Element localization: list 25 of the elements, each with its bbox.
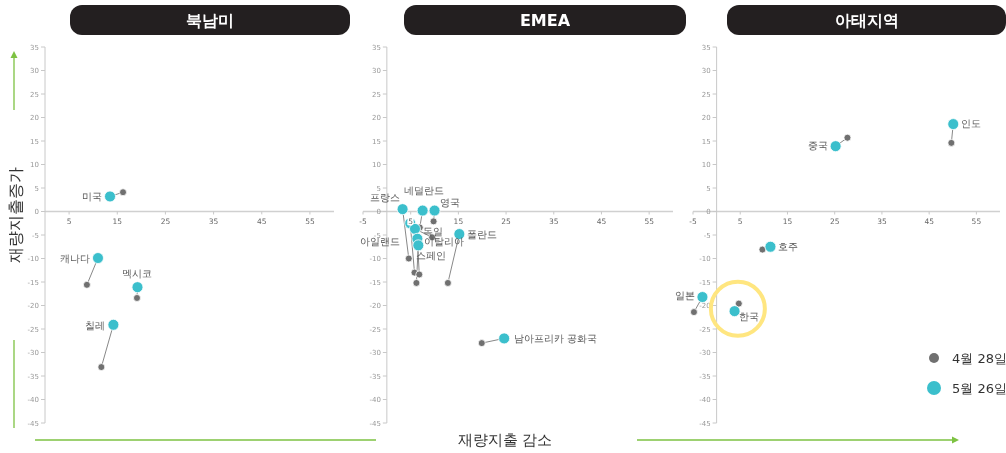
annotation: 일본 bbox=[675, 290, 696, 302]
legend-label: 4월 28일 bbox=[952, 351, 1006, 366]
annotation: 캐나다 bbox=[59, 253, 90, 265]
annotation: 스페인 bbox=[416, 250, 447, 262]
chart-title: 아태지역 bbox=[834, 11, 899, 30]
x-axis-title: 재량지출 감소 bbox=[457, 431, 553, 449]
annotation: 네덜란드 bbox=[403, 184, 444, 196]
annotation: 멕시코 bbox=[122, 268, 153, 280]
chart-title: EMEA bbox=[519, 11, 571, 30]
legend-label: 5월 26일 bbox=[952, 381, 1006, 396]
y-axis-title: 재량지출증가 bbox=[6, 167, 25, 263]
annotation: 아일랜드 bbox=[360, 236, 401, 248]
annotation: 독일 bbox=[422, 225, 443, 237]
annotation: 한국 bbox=[738, 311, 759, 323]
annotation: 중국 bbox=[807, 140, 828, 152]
annotation: 호주 bbox=[778, 240, 799, 252]
annotation: 프랑스 bbox=[369, 192, 400, 204]
annotation: 칠레 bbox=[85, 319, 106, 331]
annotation: 미국 bbox=[82, 191, 103, 203]
annotation: 남아프리카 공화국 bbox=[514, 333, 598, 345]
annotation: 폴란드 bbox=[467, 229, 498, 241]
annotation: 영국 bbox=[439, 196, 460, 208]
chart-title: 북남미 bbox=[186, 11, 234, 30]
annotation: 인도 bbox=[961, 118, 982, 130]
annotation: 이탈리아 bbox=[424, 235, 465, 247]
